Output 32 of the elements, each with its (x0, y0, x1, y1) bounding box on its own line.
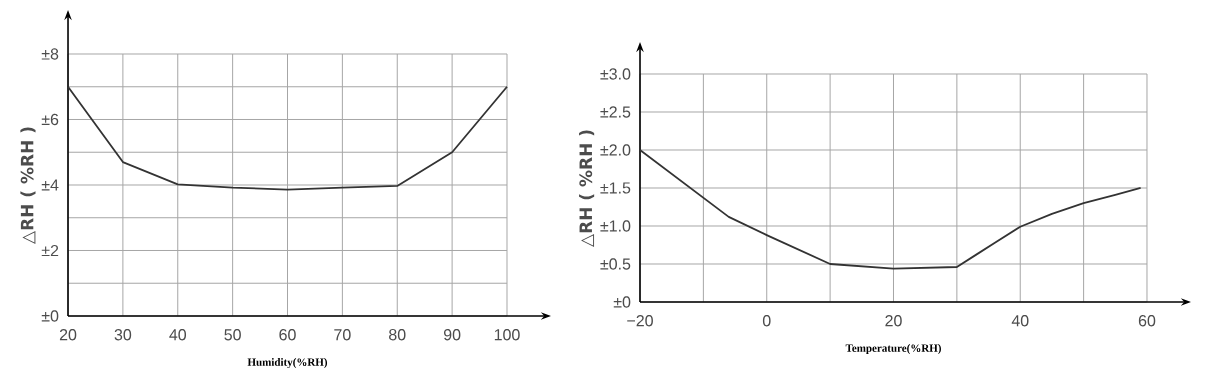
x-tick-label: 60 (279, 329, 296, 341)
x-tick-label: 90 (443, 329, 461, 341)
x-tick-label: 80 (389, 329, 406, 341)
y-tick-label: ±8 (41, 48, 59, 60)
y-axis-title: △RH ( %RH ) (579, 130, 595, 247)
y-tick-label: ±2 (41, 244, 59, 257)
x-tick-label: 100 (494, 329, 520, 341)
y-tick-label: ±2.5 (600, 106, 631, 118)
x-axis-title: Temperature(%RH) (845, 344, 941, 355)
x-axis-title: Humidity(%RH) (247, 358, 328, 369)
x-tick-label: 30 (114, 329, 132, 341)
x-tick-label: 50 (224, 329, 241, 341)
x-tick-label: 40 (1011, 315, 1029, 327)
y-tick-label: ±3.0 (600, 68, 631, 80)
y-tick-label: ±0 (41, 310, 59, 322)
y-tick-label: ±6 (41, 113, 59, 126)
y-tick-label: ±0.5 (600, 258, 631, 270)
x-tick-label: 60 (1138, 315, 1156, 327)
x-tick-label: 70 (334, 329, 351, 341)
y-tick-label: ±2.0 (600, 144, 631, 156)
y-tick-label: ±4 (41, 179, 59, 191)
x-tick-label: −20 (627, 315, 653, 327)
x-tick-label: 40 (169, 329, 187, 341)
line-series (67, 85, 508, 191)
y-tick-label: ±1.5 (600, 182, 631, 194)
line-series (639, 149, 1142, 270)
x-tick-label: 0 (762, 315, 771, 327)
x-tick-label: 20 (885, 315, 902, 327)
x-tick-label: 20 (59, 329, 77, 341)
y-axis-title: △RH ( %RH ) (20, 127, 36, 244)
y-tick-label: ±0 (613, 296, 631, 308)
y-tick-label: ±1.0 (600, 220, 631, 232)
